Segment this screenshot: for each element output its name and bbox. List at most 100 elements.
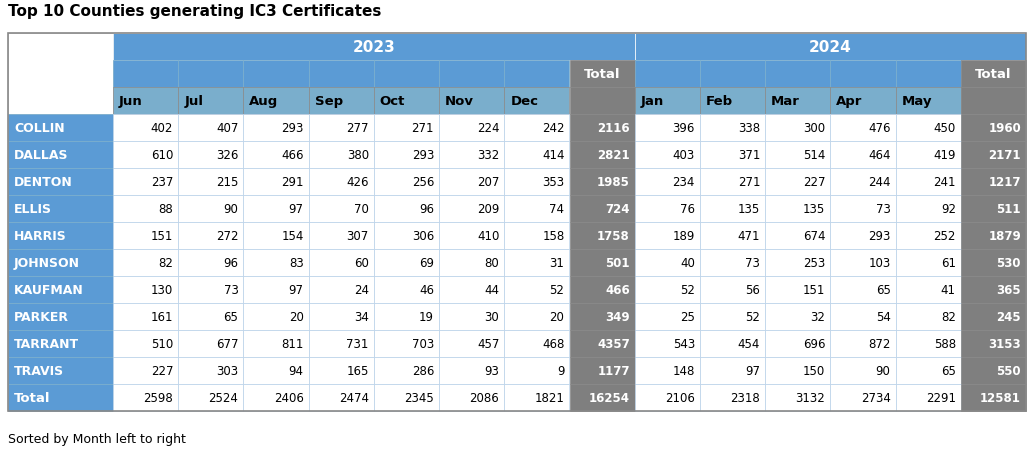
Bar [505,384,570,411]
Text: 426: 426 [346,175,369,189]
Text: DENTON: DENTON [14,175,72,189]
Text: 227: 227 [802,175,825,189]
Text: 20: 20 [550,310,565,323]
Bar [700,196,765,222]
Text: Sorted by Month left to right: Sorted by Month left to right [8,432,186,445]
Bar [961,304,1026,330]
Text: Aug: Aug [249,95,279,108]
Text: 97: 97 [288,283,304,296]
Bar [113,88,178,115]
Bar [700,276,765,304]
Text: 338: 338 [738,122,760,135]
Text: Top 10 Counties generating IC3 Certificates: Top 10 Counties generating IC3 Certifica… [8,4,382,19]
Text: 97: 97 [746,364,760,377]
Bar [374,222,439,249]
Text: 724: 724 [605,202,630,216]
Text: 12581: 12581 [980,391,1021,404]
Bar [8,34,1026,411]
Text: Oct: Oct [379,95,405,108]
Text: TARRANT: TARRANT [14,337,80,350]
Bar [8,304,113,330]
Text: 450: 450 [934,122,955,135]
Bar [700,222,765,249]
Text: 466: 466 [605,283,630,296]
Bar [439,384,505,411]
Bar [830,142,895,169]
Text: 52: 52 [680,283,695,296]
Bar [635,196,700,222]
Text: 82: 82 [941,310,955,323]
Text: 19: 19 [419,310,434,323]
Text: 2821: 2821 [597,149,630,161]
Text: 1217: 1217 [989,175,1021,189]
Text: HARRIS: HARRIS [14,230,67,243]
Text: Nov: Nov [445,95,474,108]
Bar [765,357,830,384]
Bar [570,169,635,196]
Bar [505,276,570,304]
Text: 303: 303 [216,364,239,377]
Text: 501: 501 [605,257,630,269]
Bar [895,88,961,115]
Text: 293: 293 [281,122,304,135]
Text: 65: 65 [941,364,955,377]
Text: 872: 872 [869,337,890,350]
Text: 332: 332 [477,149,499,161]
Bar [505,88,570,115]
Bar [8,249,113,276]
Bar [374,61,439,88]
Bar [700,330,765,357]
Text: 161: 161 [151,310,174,323]
Text: 1960: 1960 [989,122,1021,135]
Text: 677: 677 [216,337,239,350]
Text: 154: 154 [281,230,304,243]
Text: 76: 76 [680,202,695,216]
Bar [178,249,243,276]
Text: 371: 371 [738,149,760,161]
Text: 224: 224 [477,122,499,135]
Text: KAUFMAN: KAUFMAN [14,283,84,296]
Bar [505,142,570,169]
Bar [830,115,895,142]
Bar [700,115,765,142]
Text: 2086: 2086 [469,391,499,404]
Bar [570,304,635,330]
Bar [308,249,374,276]
Bar [113,196,178,222]
Bar [308,169,374,196]
Bar [243,61,308,88]
Bar [895,330,961,357]
Text: 414: 414 [542,149,565,161]
Bar [961,357,1026,384]
Text: 135: 135 [803,202,825,216]
Bar [635,330,700,357]
Bar [308,61,374,88]
Bar [374,276,439,304]
Text: 73: 73 [746,257,760,269]
Text: 3153: 3153 [989,337,1021,350]
Bar [700,249,765,276]
Text: ELLIS: ELLIS [14,202,52,216]
Bar [765,196,830,222]
Text: 326: 326 [216,149,239,161]
Bar [961,88,1026,115]
Bar [178,88,243,115]
Bar [8,34,113,115]
Bar [178,357,243,384]
Bar [570,115,635,142]
Bar [700,142,765,169]
Text: 811: 811 [281,337,304,350]
Text: 2345: 2345 [404,391,434,404]
Bar [961,196,1026,222]
Text: 41: 41 [941,283,955,296]
Text: 396: 396 [672,122,695,135]
Bar [570,61,635,88]
Bar [8,276,113,304]
Text: 291: 291 [281,175,304,189]
Bar [113,34,635,61]
Bar [439,357,505,384]
Text: 286: 286 [412,364,434,377]
Bar [308,115,374,142]
Text: 90: 90 [876,364,890,377]
Bar [308,384,374,411]
